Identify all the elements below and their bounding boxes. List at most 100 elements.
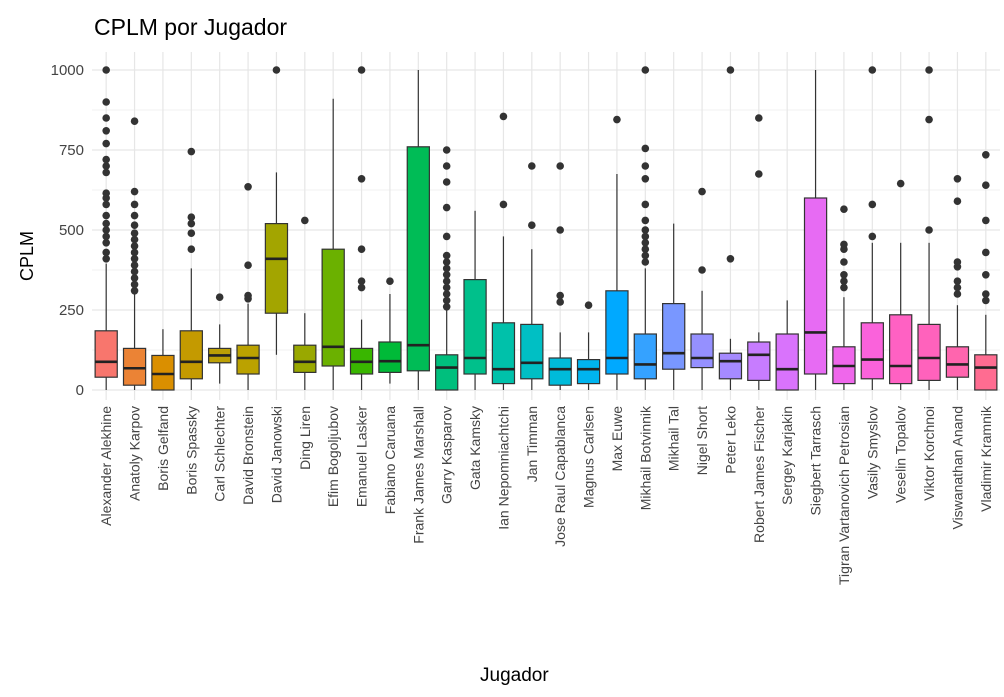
outlier-point [130,117,139,125]
box-6 [264,66,289,355]
x-tick-label: Vladimir Kramnik [978,405,994,512]
box-rect [491,322,516,385]
box-rect [718,352,743,380]
x-tick-label: Nigel Short [694,406,710,475]
box-3 [179,147,203,390]
box-19 [633,66,657,390]
x-tick-label: Mikhail Tal [666,406,682,471]
box-29 [917,66,941,390]
outlier-point [726,254,735,263]
outlier-point [840,205,848,213]
outlier-point [102,162,110,170]
box-rect [747,341,771,382]
outlier-point [130,200,139,209]
box-13 [463,210,487,390]
box-18 [605,115,629,390]
box-10 [378,277,402,384]
outlier-point [102,127,110,135]
box-rect [974,354,998,391]
outlier-point [442,303,451,311]
box-rect [179,330,203,380]
box-11 [406,70,430,390]
outlier-point [102,114,110,122]
outlier-point [641,251,650,260]
outlier-point [698,187,706,196]
box-rect [122,347,147,386]
outlier-point [102,248,110,257]
outlier-point [442,251,451,260]
outlier-point [556,226,564,234]
outlier-point [982,181,990,189]
outlier-point [357,245,366,253]
outlier-point [187,147,196,156]
outlier-point [698,266,706,274]
outlier-point [187,245,196,253]
outlier-point [357,277,366,286]
outlier-point [840,277,848,286]
outlier-point [130,267,139,276]
y-tick-label: 500 [59,222,84,239]
y-tick-label: 1000 [51,62,84,79]
outlier-point [130,261,139,270]
outlier-point [357,283,366,292]
box-rect [520,323,544,380]
outlier-point [982,248,990,257]
x-tick-label: Jan Timman [524,406,540,482]
outlier-point [840,271,848,279]
outlier-point [868,200,877,209]
outlier-point [102,200,110,209]
outlier-point [840,283,848,292]
x-tick-label: Sergey Karjakin [779,406,795,505]
outlier-point [244,261,252,270]
x-tick-label: Boris Gelfand [155,406,171,491]
outlier-point [130,235,139,244]
outlier-point [755,114,763,122]
x-tick-label: Ding Liren [297,406,313,470]
x-tick-label: Carl Schlechter [212,406,228,502]
outlier-point [982,296,990,305]
outlier-point [442,258,451,266]
outlier-point [130,221,139,229]
box-rect [463,279,487,375]
outlier-point [925,226,933,234]
outlier-point [868,232,877,241]
outlier-point [102,66,110,74]
x-tick-label: Robert James Fischer [751,406,767,543]
box-15 [520,162,544,390]
box-rect [662,303,686,370]
outlier-point [982,290,990,298]
outlier-point [755,170,763,178]
outlier-point [187,219,196,228]
outlier-point [953,175,962,183]
box-rect [548,357,572,386]
box-rect [435,354,459,391]
outlier-point [102,211,110,220]
box-4 [208,293,232,384]
outlier-point [641,245,650,253]
x-axis-ticks: Alexander Alekhine Anatoly Karpov Boris Ge… [98,405,994,585]
x-tick-label: Efim Bogoljubov [325,406,341,507]
box-2 [151,329,175,391]
outlier-point [187,229,196,237]
box-28 [889,179,913,390]
outlier-point [896,179,905,188]
outlier-point [442,232,451,241]
box-rect [293,344,317,374]
outlier-point [102,254,110,263]
outlier-point [953,290,962,298]
x-tick-label: Veselin Topalov [893,406,909,503]
y-tick-label: 750 [59,142,84,159]
x-tick-label: Jose Raul Capablanca [552,406,568,547]
box-31 [974,151,998,391]
outlier-point [953,197,962,205]
outlier-point [102,168,110,177]
outlier-point [187,213,196,221]
outlier-point [386,277,394,286]
x-tick-label: Emanuel Lasker [354,406,370,508]
outlier-point [130,287,139,295]
x-tick-label: Mikhail Botvinnik [637,405,653,510]
x-tick-label: Boris Spassky [183,406,199,495]
outlier-point [130,248,139,257]
box-rect [945,346,970,378]
